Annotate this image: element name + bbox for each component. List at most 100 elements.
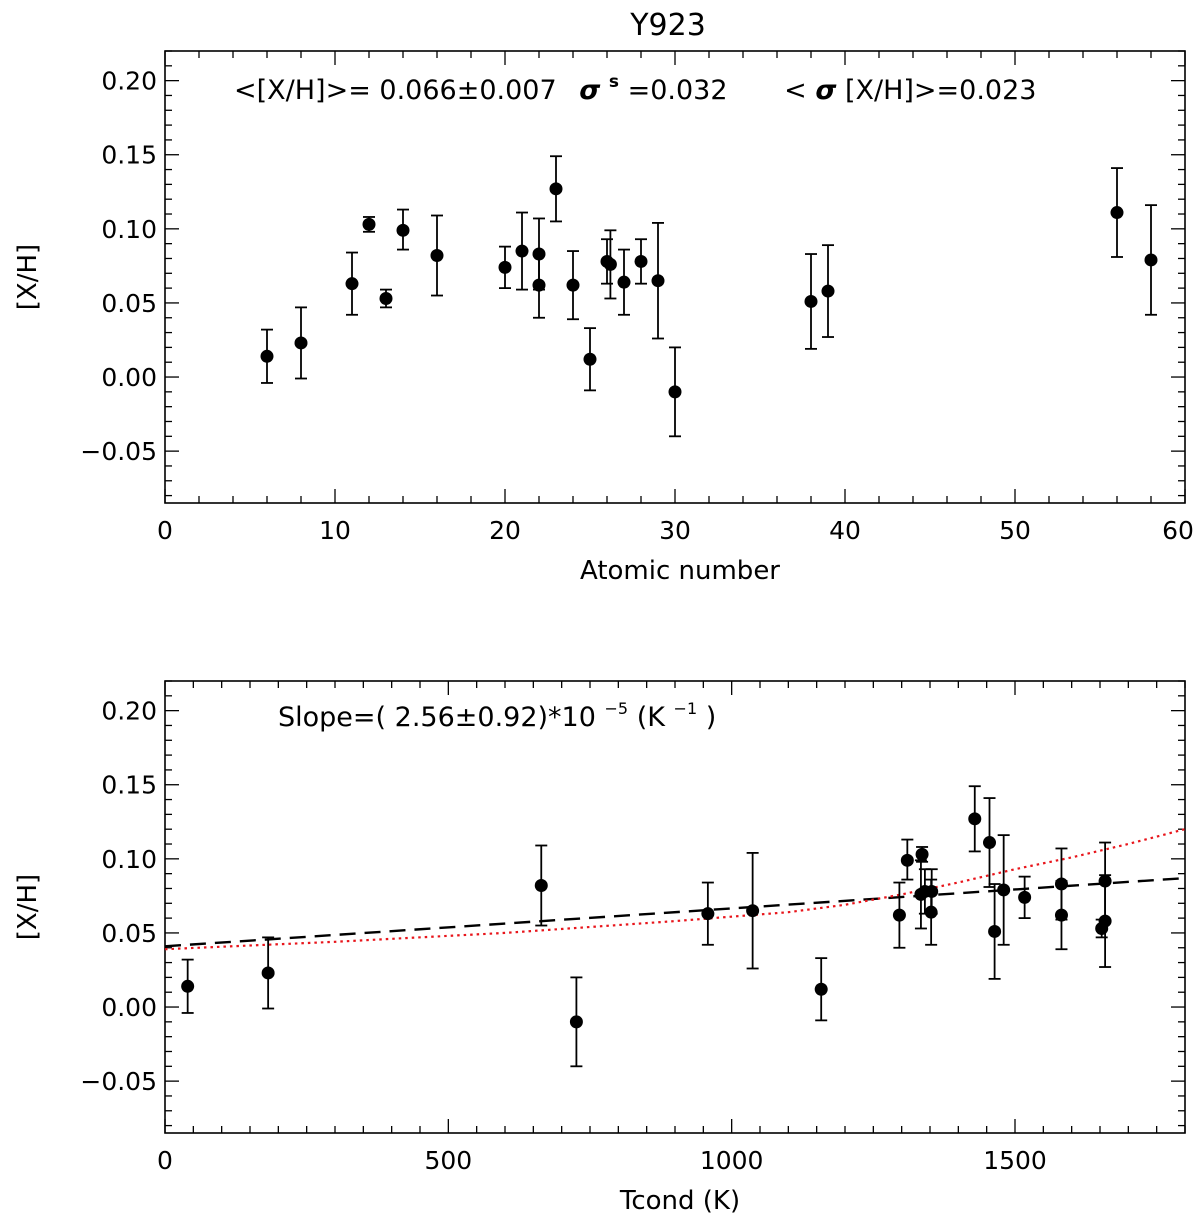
marker — [915, 847, 929, 861]
p1-data-point — [181, 958, 195, 1014]
p0-data-point — [583, 327, 597, 392]
marker — [396, 223, 410, 237]
marker — [569, 1015, 583, 1029]
marker — [294, 336, 308, 350]
p1-data-point — [968, 785, 982, 853]
p1-y-axis-title: [X/H] — [13, 874, 43, 940]
marker — [668, 385, 682, 399]
marker — [925, 884, 939, 898]
marker — [892, 908, 906, 922]
p0-y-axis-title: [X/H] — [13, 244, 43, 310]
p0-data-point — [498, 245, 512, 290]
p1-x-axis-title: Tcond (K) — [619, 1186, 740, 1216]
p0-x-axis-title: Atomic number — [580, 556, 780, 586]
p1-data-point — [534, 844, 548, 927]
marker — [988, 924, 1002, 938]
marker — [345, 277, 359, 291]
marker — [983, 836, 996, 850]
p1-x-tick-label: 1500 — [983, 1146, 1047, 1175]
p0-data-point — [532, 217, 546, 291]
p0-data-point — [603, 229, 617, 300]
marker — [900, 853, 914, 867]
p1-y-tick-label: 0.10 — [101, 845, 157, 874]
slope-unit-close: ) — [706, 702, 717, 733]
marker — [997, 883, 1011, 897]
marker — [498, 260, 512, 274]
marker — [617, 275, 631, 289]
marker — [804, 294, 818, 308]
p1-data-point — [1018, 875, 1032, 920]
slope-unit-open: (K — [637, 702, 667, 733]
p1-data-point — [569, 976, 583, 1068]
p1-x-tick-label: 0 — [157, 1146, 173, 1175]
p0-y-tick-label: 0.10 — [101, 215, 157, 244]
marker — [814, 982, 828, 996]
p0-data-point — [379, 288, 393, 309]
slope-prefix: Slope=( 2.56±0.92)*10 — [278, 702, 596, 733]
p1-data-point — [900, 838, 914, 881]
p1-data-point — [915, 846, 929, 863]
p0-x-tick-label: 10 — [319, 516, 351, 545]
bottom-plot-area: −0.05 0.00 0.05 0.10 0.15 0.20 0 500 1000 1500 Tco… — [13, 680, 1186, 1216]
mean-error-sigma: σ — [815, 75, 837, 106]
slope-unit-exponent: −1 — [674, 699, 698, 718]
mean-error-value: [X/H]>=0.023 — [845, 75, 1037, 106]
marker — [1018, 890, 1032, 904]
p0-y-tick-label: 0.05 — [101, 289, 157, 318]
p1-fit-line-dashed — [164, 876, 1186, 948]
p0-x-tick-label: 40 — [829, 516, 861, 545]
p1-data-point — [988, 883, 1002, 980]
p0-x-tick-label: 0 — [157, 516, 173, 545]
sigma-superscript: s — [609, 72, 619, 92]
top-plot-area: −0.05 0.00 0.05 0.10 0.15 0.20 0 10 20 30 40 50 60 At… — [13, 50, 1194, 586]
p0-data-point — [362, 216, 376, 233]
marker — [1110, 206, 1124, 220]
marker — [634, 254, 648, 268]
p1-plot-frame — [164, 680, 1186, 1134]
p1-data-point — [892, 881, 906, 949]
p0-y-tick-label: −0.05 — [80, 437, 157, 466]
marker — [968, 812, 982, 826]
marker — [746, 904, 760, 918]
p0-x-tick-label: 50 — [999, 516, 1031, 545]
marker — [1054, 877, 1068, 891]
p0-data-point — [515, 211, 529, 291]
marker — [532, 247, 546, 261]
p1-data-point — [261, 936, 275, 1010]
marker — [583, 352, 597, 366]
p1-fit-line-dotted — [164, 828, 1186, 951]
p1-data-point — [701, 881, 715, 946]
figure-title: Y923 — [629, 8, 706, 43]
marker — [566, 278, 580, 292]
p0-y-tick-label: 0.15 — [101, 141, 157, 170]
p0-data-point — [617, 248, 631, 316]
p0-data-point — [549, 155, 563, 223]
p0-y-tick-label: 0.20 — [101, 67, 157, 96]
p0-data-point — [651, 222, 665, 340]
p0-data-point — [634, 238, 648, 285]
p1-y-tick-label: 0.00 — [101, 993, 157, 1022]
panel-tcond: −0.05 0.00 0.05 0.10 0.15 0.20 0 500 1000 1500 Tco… — [13, 680, 1186, 1216]
slope-exponent: −5 — [605, 699, 629, 718]
marker — [260, 349, 274, 363]
sigma-symbol: σ — [579, 75, 601, 106]
marker — [701, 907, 715, 921]
marker — [1098, 914, 1112, 928]
slope-annotation: Slope=( 2.56±0.92)*10 −5 (K −1 ) — [278, 690, 716, 733]
p0-data-point — [821, 244, 835, 338]
p1-x-tick-label: 500 — [424, 1146, 472, 1175]
panel-atomic-number: −0.05 0.00 0.05 0.10 0.15 0.20 0 10 20 30 40 50 60 At… — [13, 50, 1194, 586]
p1-y-tick-label: −0.05 — [80, 1067, 157, 1096]
p0-data-point — [1144, 204, 1158, 316]
sigma-value: =0.032 — [628, 75, 728, 106]
p1-y-tick-label: 0.20 — [101, 697, 157, 726]
p0-data-point — [804, 253, 818, 350]
p1-data-point — [814, 957, 828, 1022]
p1-data-point — [1054, 847, 1068, 921]
mean-error-open: < — [784, 75, 807, 106]
p0-data-point — [345, 251, 359, 316]
mean-label: <[X/H]>= 0.066±0.007 — [234, 75, 557, 106]
p0-data-point — [294, 306, 308, 380]
p0-x-tick-label: 30 — [659, 516, 691, 545]
